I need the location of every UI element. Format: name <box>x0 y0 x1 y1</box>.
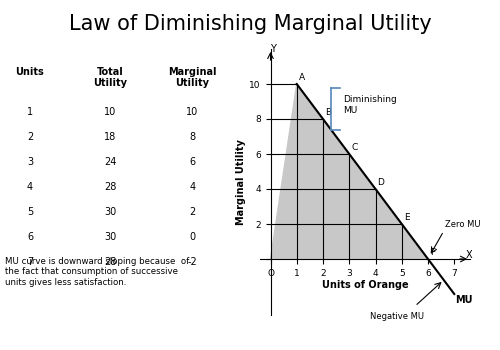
Text: 4: 4 <box>190 182 196 192</box>
Text: 3: 3 <box>27 157 33 167</box>
Text: 6: 6 <box>190 157 196 167</box>
Text: Marginal
Utility: Marginal Utility <box>168 66 217 88</box>
Text: Y: Y <box>270 44 276 54</box>
Text: A: A <box>299 73 305 82</box>
Text: 30: 30 <box>104 207 116 217</box>
Text: -2: -2 <box>188 257 198 267</box>
Text: 0: 0 <box>190 232 196 242</box>
Text: 28: 28 <box>104 182 116 192</box>
Text: MU curve is downward sloping because  of
the fact that consumption of successive: MU curve is downward sloping because of … <box>5 257 189 287</box>
Text: 1: 1 <box>27 107 33 117</box>
Text: 10: 10 <box>104 107 116 117</box>
Text: Units: Units <box>16 66 44 77</box>
Text: 30: 30 <box>104 232 116 242</box>
Text: Total
Utility: Total Utility <box>93 66 127 88</box>
Text: 7: 7 <box>27 257 33 267</box>
Text: 10: 10 <box>186 107 198 117</box>
Text: 8: 8 <box>190 132 196 142</box>
Text: B: B <box>325 108 331 117</box>
Text: 5: 5 <box>27 207 33 217</box>
Text: Zero MU: Zero MU <box>445 220 480 229</box>
Text: F: F <box>430 248 435 257</box>
X-axis label: Units of Orange: Units of Orange <box>322 280 408 290</box>
Text: 2: 2 <box>27 132 33 142</box>
Text: E: E <box>404 212 409 222</box>
Text: D: D <box>378 178 384 187</box>
Text: Diminishing
MU: Diminishing MU <box>342 95 396 115</box>
Text: C: C <box>352 143 358 152</box>
Text: 2: 2 <box>190 207 196 217</box>
Text: 24: 24 <box>104 157 116 167</box>
Text: X: X <box>466 250 472 260</box>
Text: Negative MU: Negative MU <box>370 312 424 321</box>
Text: Law of Diminishing Marginal Utility: Law of Diminishing Marginal Utility <box>68 14 432 34</box>
Text: MU: MU <box>456 295 473 305</box>
Text: 28: 28 <box>104 257 116 267</box>
Text: 6: 6 <box>27 232 33 242</box>
Polygon shape <box>270 84 428 259</box>
Y-axis label: Marginal Utility: Marginal Utility <box>236 139 246 225</box>
Text: 18: 18 <box>104 132 116 142</box>
Text: 4: 4 <box>27 182 33 192</box>
